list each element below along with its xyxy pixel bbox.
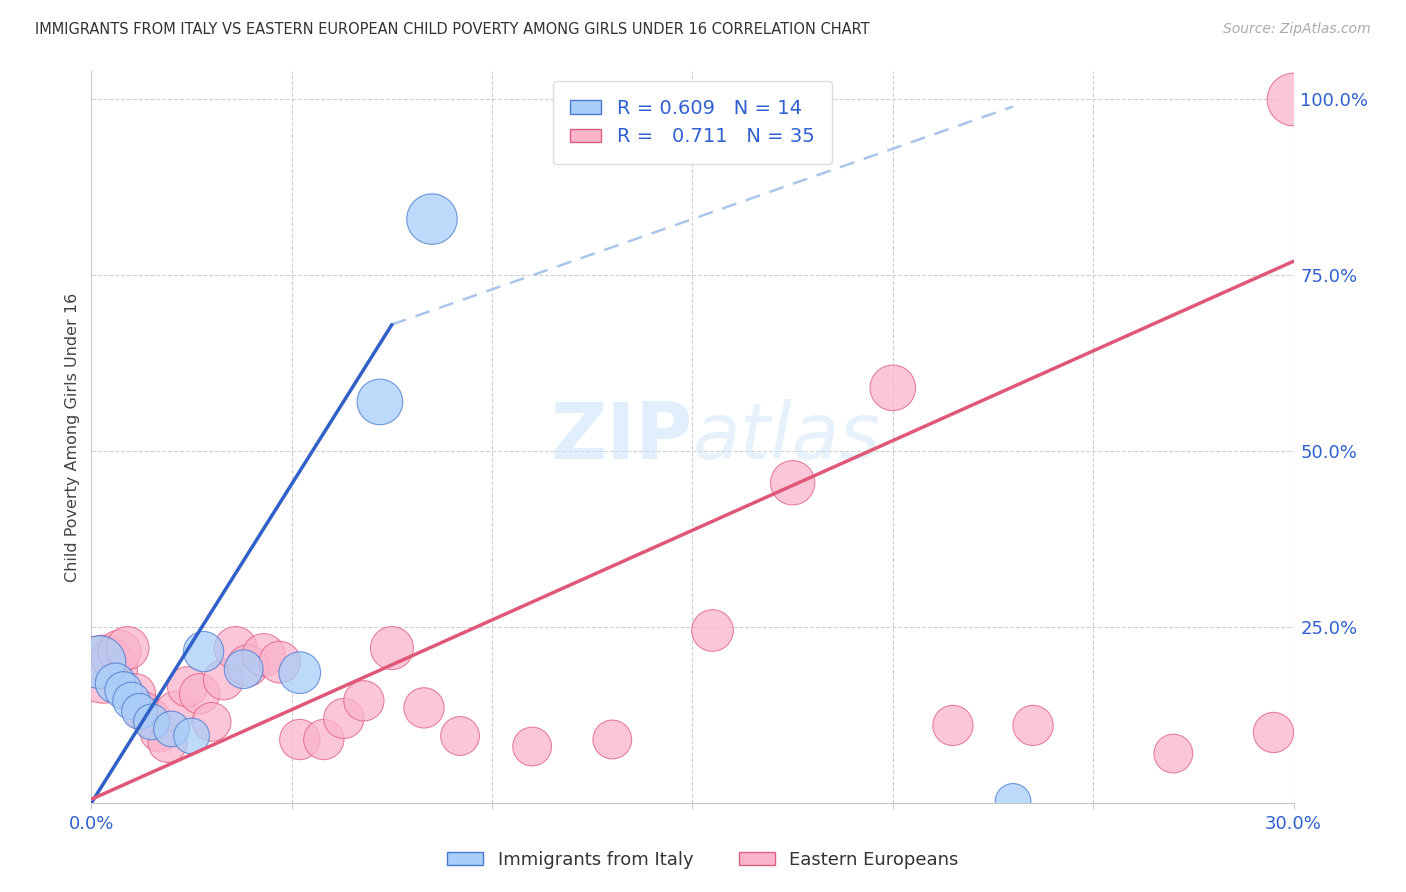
- Text: Source: ZipAtlas.com: Source: ZipAtlas.com: [1223, 22, 1371, 37]
- Point: [1022, 718, 1045, 732]
- Legend: Immigrants from Italy, Eastern Europeans: Immigrants from Italy, Eastern Europeans: [440, 844, 966, 876]
- Point: [353, 694, 375, 708]
- Point: [176, 680, 198, 694]
- Point: [232, 662, 254, 676]
- Legend: R = 0.609   N = 14, R =   0.711   N = 35: R = 0.609 N = 14, R = 0.711 N = 35: [553, 81, 832, 164]
- Point: [93, 662, 115, 676]
- Point: [117, 641, 139, 656]
- Point: [522, 739, 544, 754]
- Point: [782, 475, 804, 490]
- Point: [225, 641, 247, 656]
- Text: atlas: atlas: [692, 399, 880, 475]
- Point: [148, 725, 170, 739]
- Point: [156, 736, 179, 750]
- Point: [312, 732, 335, 747]
- Point: [288, 665, 311, 680]
- Point: [882, 381, 904, 395]
- Point: [121, 694, 143, 708]
- Point: [104, 676, 127, 690]
- Point: [449, 729, 471, 743]
- Point: [420, 212, 443, 227]
- Point: [124, 687, 146, 701]
- Text: IMMIGRANTS FROM ITALY VS EASTERN EUROPEAN CHILD POVERTY AMONG GIRLS UNDER 16 COR: IMMIGRANTS FROM ITALY VS EASTERN EUROPEA…: [35, 22, 870, 37]
- Point: [180, 729, 202, 743]
- Point: [236, 658, 259, 673]
- Point: [1282, 93, 1305, 107]
- Point: [602, 732, 624, 747]
- Point: [368, 395, 391, 409]
- Point: [132, 705, 155, 719]
- Point: [288, 732, 311, 747]
- Point: [253, 648, 276, 662]
- Point: [141, 711, 163, 725]
- Point: [141, 714, 163, 729]
- Point: [165, 705, 187, 719]
- Point: [1263, 725, 1285, 739]
- Point: [108, 644, 131, 658]
- Point: [381, 641, 404, 656]
- Text: ZIP: ZIP: [550, 399, 692, 475]
- Point: [201, 714, 224, 729]
- Point: [1163, 747, 1185, 761]
- Point: [188, 687, 211, 701]
- Point: [128, 705, 150, 719]
- Point: [112, 683, 135, 698]
- Point: [1001, 794, 1024, 808]
- Point: [333, 711, 356, 725]
- Point: [413, 701, 436, 715]
- Point: [193, 644, 215, 658]
- Point: [942, 718, 965, 732]
- Point: [212, 673, 235, 687]
- Point: [89, 655, 111, 669]
- Point: [100, 651, 122, 665]
- Point: [269, 655, 291, 669]
- Point: [702, 624, 724, 638]
- Point: [160, 722, 183, 736]
- Y-axis label: Child Poverty Among Girls Under 16: Child Poverty Among Girls Under 16: [65, 293, 80, 582]
